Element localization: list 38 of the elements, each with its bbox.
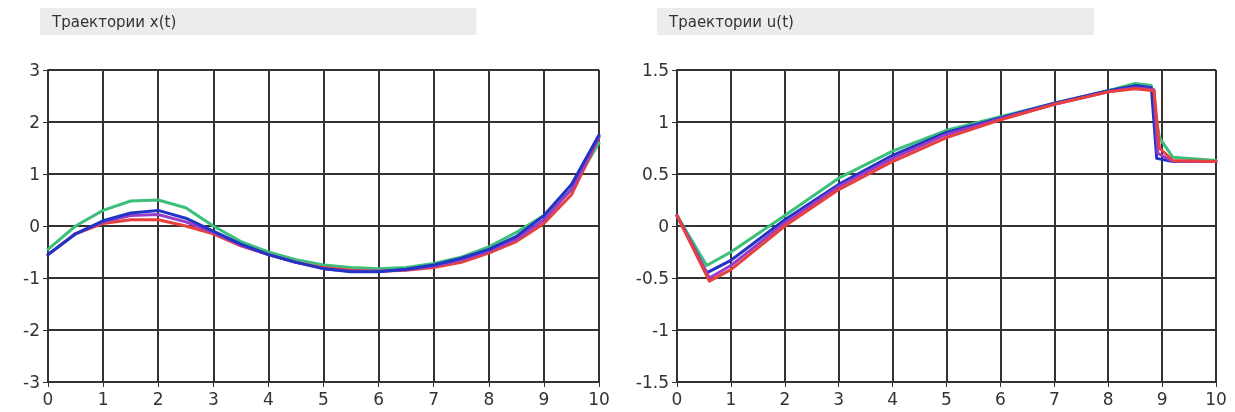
x-tick-label: 8 xyxy=(1102,388,1114,409)
x-tick-label: 8 xyxy=(483,388,495,409)
x-tick-label: 10 xyxy=(1205,388,1227,409)
y-tick-label: 1.5 xyxy=(641,60,669,80)
x-tick-label: 4 xyxy=(262,388,274,409)
y-tick-label: -2 xyxy=(23,320,40,340)
x-tick-label: 7 xyxy=(1048,388,1060,409)
y-tick-label: -1.5 xyxy=(635,372,669,392)
y-tick-label: 1 xyxy=(29,164,40,184)
x-tick-label: 6 xyxy=(373,388,385,409)
chart-title: Траектории x(t) xyxy=(51,12,177,31)
x-tick-label: 1 xyxy=(725,388,737,409)
x-tick-label: 6 xyxy=(994,388,1006,409)
y-tick-label: -1 xyxy=(652,320,669,340)
y-tick-label: 0.5 xyxy=(641,164,669,184)
x-tick-label: 5 xyxy=(318,388,329,409)
x-tick-label: 0 xyxy=(671,388,683,409)
x-tick-label: 1 xyxy=(97,388,109,409)
x-tick-label: 9 xyxy=(538,388,550,409)
chart-title: Траектории u(t) xyxy=(668,12,794,31)
y-tick-label: 3 xyxy=(29,60,40,80)
x-tick-label: 0 xyxy=(42,388,54,409)
x-tick-label: 3 xyxy=(207,388,219,409)
x-tick-label: 5 xyxy=(941,388,952,409)
x-tick-label: 3 xyxy=(833,388,845,409)
y-tick-label: -3 xyxy=(23,372,40,392)
y-tick-label: 0 xyxy=(658,216,669,236)
y-tick-label: 2 xyxy=(29,112,40,132)
x-tick-label: 4 xyxy=(887,388,899,409)
y-tick-label: -0.5 xyxy=(635,268,669,288)
y-tick-label: 0 xyxy=(29,216,40,236)
x-tick-label: 7 xyxy=(428,388,440,409)
x-tick-label: 9 xyxy=(1156,388,1168,409)
x-tick-label: 2 xyxy=(779,388,791,409)
x-tick-label: 2 xyxy=(152,388,164,409)
y-tick-label: -1 xyxy=(23,268,40,288)
y-tick-label: 1 xyxy=(658,112,669,132)
x-tick-label: 10 xyxy=(588,388,610,409)
